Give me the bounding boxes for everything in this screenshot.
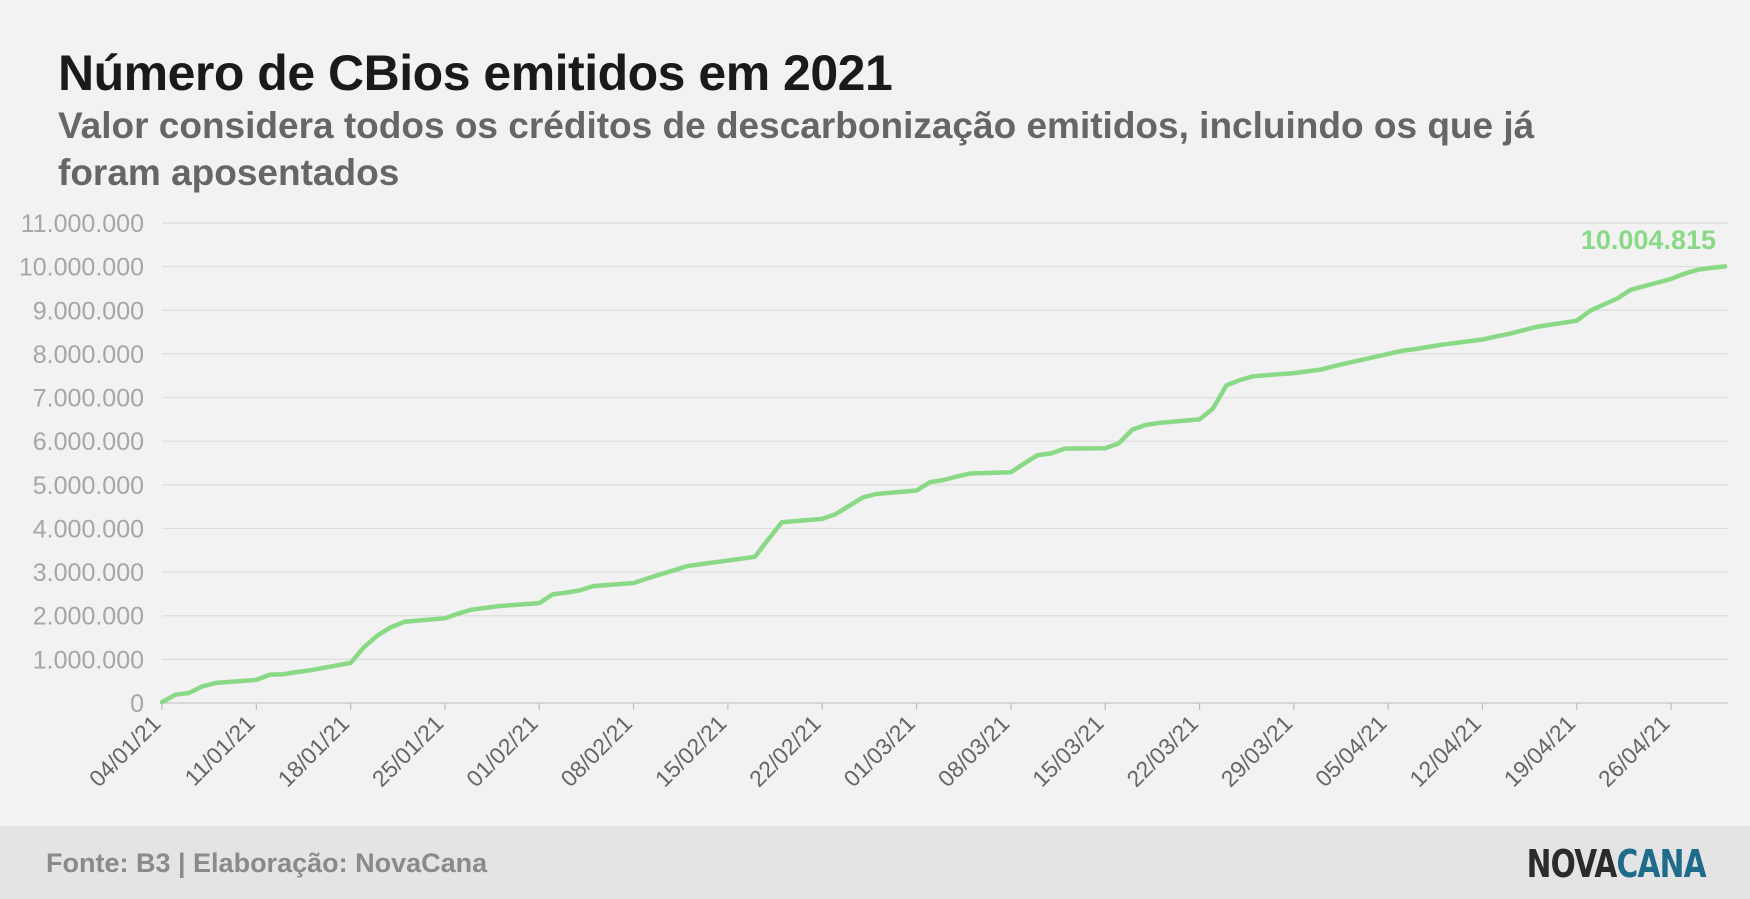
chart-title: Número de CBios emitidos em 2021 xyxy=(58,45,893,101)
y-tick-label: 9.000.000 xyxy=(33,297,144,325)
gridlines xyxy=(162,222,1728,704)
y-tick-label: 2.000.000 xyxy=(33,603,144,631)
footer: Fonte: B3 | Elaboração: NovaCana NOVACAN… xyxy=(0,826,1750,899)
y-tick-label: 0 xyxy=(130,690,144,718)
x-tick-label: 22/02/21 xyxy=(744,710,826,792)
y-tick-label: 8.000.000 xyxy=(33,341,144,369)
y-axis-ticks: 0 1.000.000 2.000.000 3.000.000 4.000.000 5.0… xyxy=(19,210,144,718)
x-tick-label: 01/02/21 xyxy=(461,710,543,792)
series-line-cbios xyxy=(159,264,1728,705)
y-tick-label: 1.000.000 xyxy=(33,646,144,674)
x-tick-label: 05/04/21 xyxy=(1310,710,1392,792)
logo-part-cana: CANA xyxy=(1616,842,1707,886)
y-tick-label: 3.000.000 xyxy=(33,559,144,587)
x-tick-label: 08/02/21 xyxy=(555,710,637,792)
y-tick-label: 10.000.000 xyxy=(19,254,144,282)
chart-subtitle: Valor considera todos os créditos de des… xyxy=(58,105,1535,193)
x-tick-label: 18/01/21 xyxy=(272,710,354,792)
x-tick-label: 22/03/21 xyxy=(1121,710,1203,792)
source-note: Fonte: B3 | Elaboração: NovaCana xyxy=(46,848,488,878)
x-tick-label: 04/01/21 xyxy=(84,710,166,792)
logo-part-nova: NOVA xyxy=(1526,842,1618,886)
series-layer xyxy=(159,264,1728,705)
x-tick-label: 12/04/21 xyxy=(1404,710,1486,792)
y-tick-label: 5.000.000 xyxy=(33,472,144,500)
x-tick-label: 25/01/21 xyxy=(367,710,449,792)
x-axis-ticks: 04/01/21 11/01/21 18/01/21 25/01/21 01/02/21… xyxy=(84,703,1675,792)
y-tick-label: 11.000.000 xyxy=(21,210,144,238)
novacana-logo: NOVACANA xyxy=(1526,842,1707,886)
x-tick-label: 19/04/21 xyxy=(1499,710,1581,792)
y-tick-label: 4.000.000 xyxy=(33,515,144,543)
end-value-label: 10.004.815 xyxy=(1581,225,1716,255)
line-chart: 0 1.000.000 2.000.000 3.000.000 4.000.000 5.0… xyxy=(19,210,1728,792)
x-tick-label: 29/03/21 xyxy=(1216,710,1298,792)
x-tick-label: 15/03/21 xyxy=(1027,710,1109,792)
x-tick-label: 11/01/21 xyxy=(179,710,259,790)
x-tick-label: 26/04/21 xyxy=(1593,710,1675,792)
y-tick-label: 6.000.000 xyxy=(33,428,144,456)
y-tick-label: 7.000.000 xyxy=(33,385,144,413)
x-tick-label: 08/03/21 xyxy=(933,710,1015,792)
x-tick-label: 01/03/21 xyxy=(838,710,920,792)
x-tick-label: 15/02/21 xyxy=(650,710,732,792)
